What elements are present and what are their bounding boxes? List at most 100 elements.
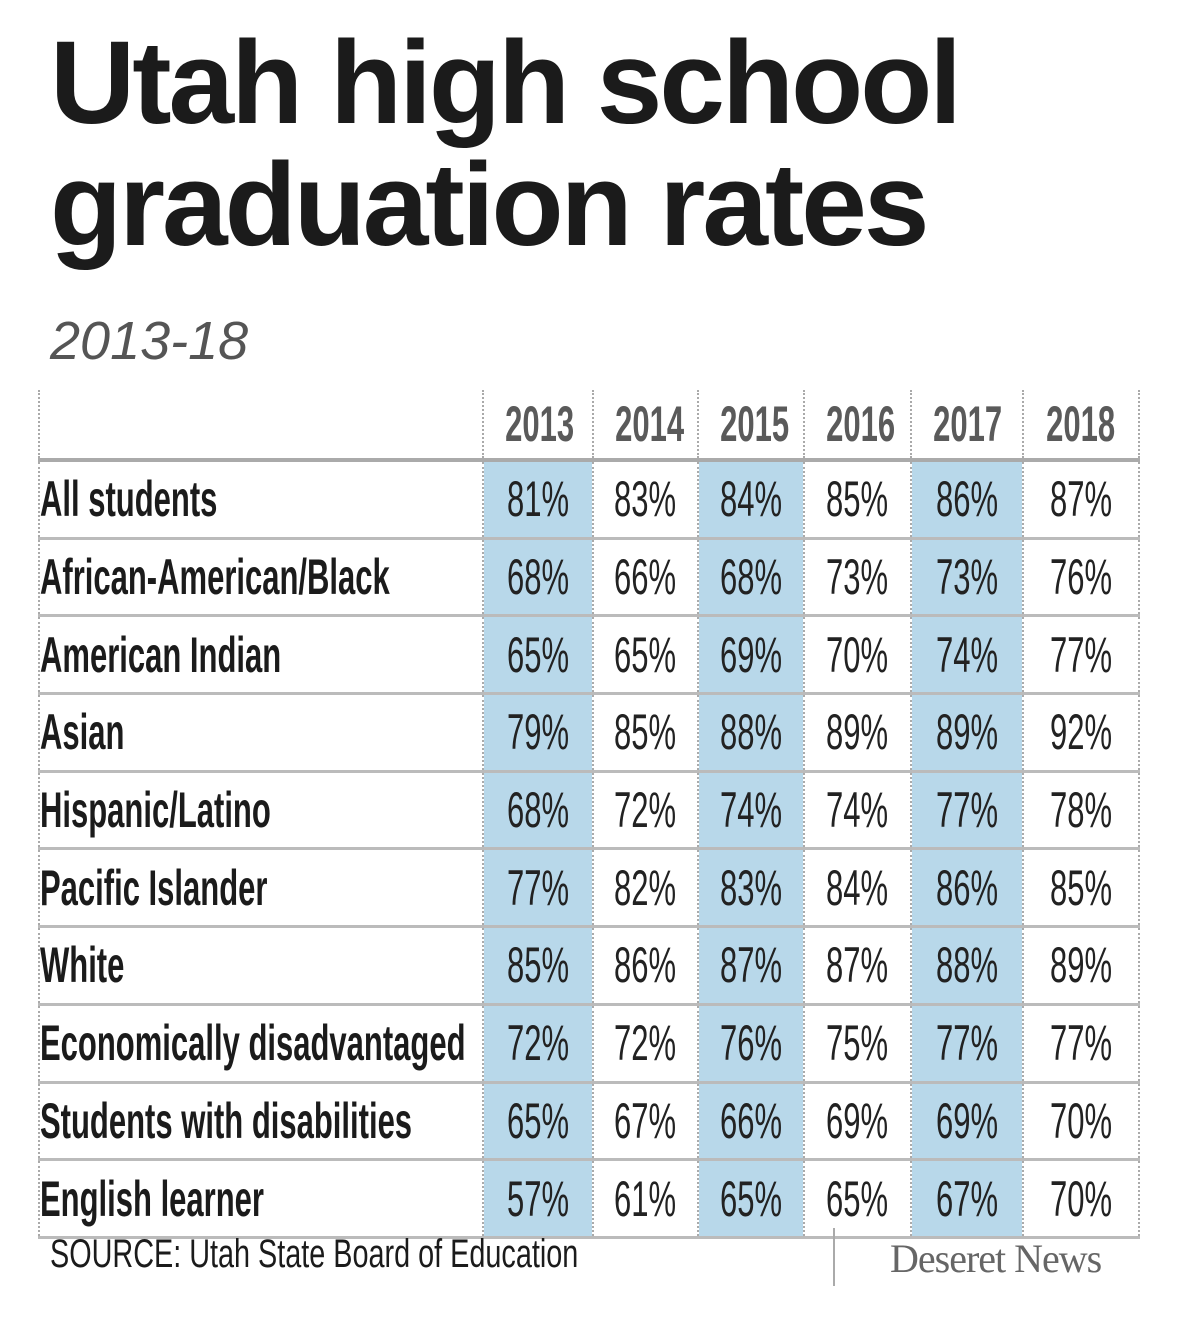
value-label: 72% <box>506 1015 570 1072</box>
value-cell: 88% <box>910 926 1023 1006</box>
value-label: 77% <box>1049 626 1113 683</box>
value-label: 68% <box>506 549 570 606</box>
value-cell: 66% <box>697 1082 804 1162</box>
value-cell: 65% <box>803 1159 911 1239</box>
value-cell: 87% <box>1022 460 1140 540</box>
row-label: Economically disadvantaged <box>40 1015 466 1072</box>
value-cell: 86% <box>592 926 698 1006</box>
value-label: 72% <box>614 1015 677 1072</box>
value-label: 74% <box>935 626 999 683</box>
column-header-label: 2015 <box>720 396 790 452</box>
column-header-2017: 2017 <box>910 390 1023 462</box>
table-row: Students with disabilities 65% 67% 66% 69% 69… <box>38 1082 1140 1162</box>
value-label: 83% <box>719 859 783 916</box>
value-label: 73% <box>935 549 999 606</box>
row-label-cell: All students <box>38 460 483 540</box>
value-label: 66% <box>614 549 677 606</box>
table-row: Pacific Islander 77% 82% 83% 84% 86% 85% <box>38 848 1140 929</box>
value-cell: 77% <box>1022 615 1140 696</box>
row-label: All students <box>40 471 218 528</box>
value-cell: 65% <box>697 1159 804 1239</box>
value-label: 83% <box>614 471 677 528</box>
value-cell: 73% <box>803 538 911 618</box>
row-label: English learner <box>40 1170 264 1227</box>
value-label: 69% <box>826 1092 889 1149</box>
value-label: 65% <box>614 626 677 683</box>
table-body: All students 81% 83% 84% 85% 86% 87% African-Am… <box>38 460 1140 1239</box>
value-label: 87% <box>826 937 889 994</box>
value-cell: 83% <box>697 848 804 929</box>
value-cell: 75% <box>803 1004 911 1084</box>
column-header-2016: 2016 <box>803 390 911 462</box>
column-header-2013: 2013 <box>482 390 593 462</box>
value-cell: 57% <box>482 1159 593 1239</box>
source-note: SOURCE: Utah State Board of Education <box>50 1232 579 1276</box>
value-label: 75% <box>826 1015 889 1072</box>
value-cell: 84% <box>697 460 804 540</box>
row-label: American Indian <box>40 626 282 683</box>
value-cell: 88% <box>697 693 804 773</box>
value-label: 84% <box>826 859 889 916</box>
value-cell: 72% <box>592 771 698 851</box>
value-cell: 92% <box>1022 693 1140 773</box>
row-label-cell: Economically disadvantaged <box>38 1004 483 1084</box>
value-label: 76% <box>719 1015 783 1072</box>
value-label: 87% <box>719 937 783 994</box>
row-label: White <box>40 937 125 994</box>
value-label: 81% <box>506 471 570 528</box>
value-label: 65% <box>506 626 570 683</box>
value-label: 89% <box>935 704 999 761</box>
row-label-cell: English learner <box>38 1159 483 1239</box>
row-label: Students with disabilities <box>40 1092 413 1149</box>
row-label-cell: White <box>38 926 483 1006</box>
value-label: 68% <box>506 782 570 839</box>
value-label: 72% <box>614 782 677 839</box>
value-cell: 82% <box>592 848 698 929</box>
value-label: 61% <box>614 1170 677 1227</box>
value-label: 89% <box>1049 937 1113 994</box>
value-label: 77% <box>935 782 999 839</box>
row-label-cell: Students with disabilities <box>38 1082 483 1162</box>
table-row: American Indian 65% 65% 69% 70% 74% 77% <box>38 615 1140 696</box>
value-cell: 85% <box>803 460 911 540</box>
value-label: 74% <box>826 782 889 839</box>
value-label: 78% <box>1049 782 1113 839</box>
row-label: Hispanic/Latino <box>40 782 271 839</box>
value-cell: 86% <box>910 460 1023 540</box>
value-cell: 65% <box>482 1082 593 1162</box>
value-cell: 69% <box>803 1082 911 1162</box>
value-label: 73% <box>826 549 889 606</box>
value-cell: 77% <box>482 848 593 929</box>
deseret-news-logo: Deseret News <box>890 1236 1102 1281</box>
value-label: 85% <box>506 937 570 994</box>
column-header-2014: 2014 <box>592 390 698 462</box>
value-cell: 79% <box>482 693 593 773</box>
value-label: 88% <box>719 704 783 761</box>
value-label: 87% <box>1049 471 1113 528</box>
value-label: 79% <box>506 704 570 761</box>
value-cell: 74% <box>910 615 1023 696</box>
column-header-label: 2013 <box>505 396 575 452</box>
value-cell: 68% <box>697 538 804 618</box>
value-label: 88% <box>935 937 999 994</box>
value-cell: 77% <box>910 771 1023 851</box>
value-cell: 76% <box>1022 538 1140 618</box>
column-header-label: 2018 <box>1046 396 1116 452</box>
value-cell: 68% <box>482 538 593 618</box>
value-label: 57% <box>506 1170 570 1227</box>
value-label: 67% <box>935 1170 999 1227</box>
row-label-cell: Asian <box>38 693 483 773</box>
value-label: 77% <box>506 859 570 916</box>
value-cell: 89% <box>1022 926 1140 1006</box>
value-label: 84% <box>719 471 783 528</box>
title-line-2: graduation rates <box>50 139 930 271</box>
table-row: White 85% 86% 87% 87% 88% 89% <box>38 926 1140 1006</box>
row-label-cell: American Indian <box>38 615 483 696</box>
corner-cell <box>38 390 483 462</box>
row-label: African-American/Black <box>40 549 390 606</box>
value-cell: 67% <box>592 1082 698 1162</box>
value-label: 85% <box>1049 859 1113 916</box>
table-row: All students 81% 83% 84% 85% 86% 87% <box>38 460 1140 540</box>
value-cell: 74% <box>803 771 911 851</box>
